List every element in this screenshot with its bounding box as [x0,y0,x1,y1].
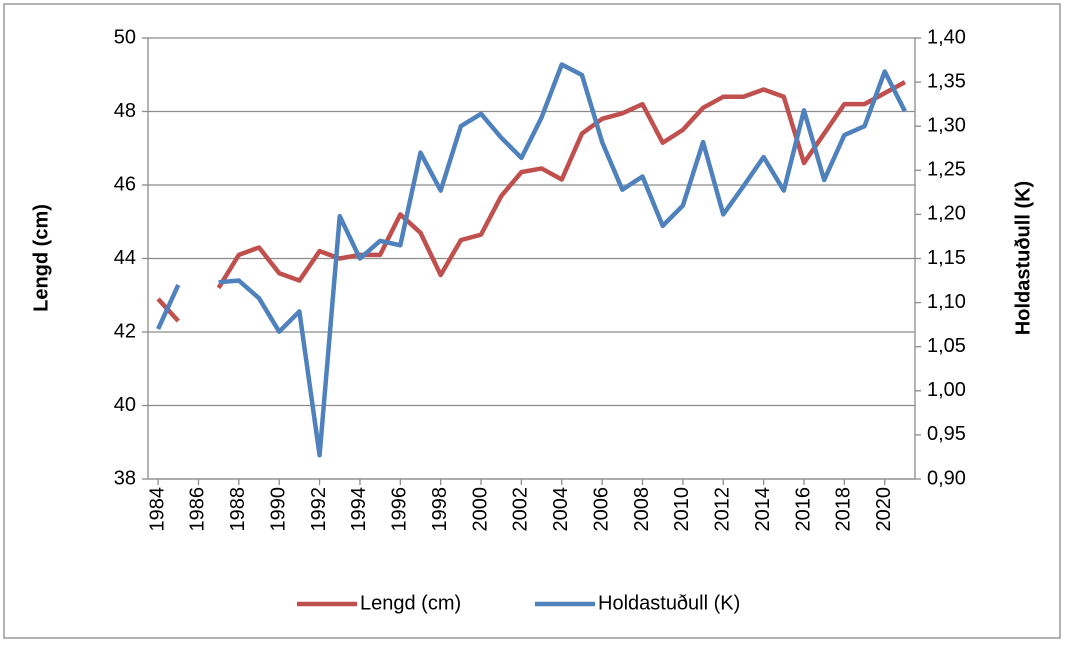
x-tick-label: 1996 [389,487,411,532]
y2-tick-label: 1,40 [927,26,966,48]
y2-tick-label: 1,25 [927,159,966,181]
chart-border [3,3,1061,639]
x-tick-label: 2016 [792,487,814,532]
y2-tick-label: 1,30 [927,114,966,136]
x-tick-label: 2000 [469,487,491,532]
x-tick-label: 1994 [348,487,370,532]
series-line [156,62,907,458]
y2-tick-label: 1,05 [927,335,966,357]
y-tick-label: 48 [114,100,136,122]
x-tick-label: 2010 [671,487,693,532]
legend-label: Holdastuðull (K) [598,592,740,614]
x-tick-label: 2006 [590,487,612,532]
y2-tick-label: 1,15 [927,247,966,269]
x-tick-label: 2008 [631,487,653,532]
y2-tick-label: 1,20 [927,203,966,225]
x-tick-label: 1990 [267,487,289,532]
x-tick-label: 1986 [187,487,209,532]
legend-label: Lengd (cm) [360,592,461,614]
x-tick-label: 1988 [227,487,249,532]
x-tick-label: 2002 [510,487,532,532]
y-tick-label: 38 [114,467,136,489]
y2-tick-label: 0,90 [927,467,966,489]
x-tick-label: 1992 [308,487,330,532]
y2-tick-label: 1,00 [927,379,966,401]
y-tick-label: 42 [114,320,136,342]
y2-tick-label: 0,95 [927,423,966,445]
x-tick-label: 1998 [429,487,451,532]
y2-tick-label: 1,35 [927,70,966,92]
x-tick-label: 2020 [873,487,895,532]
y-tick-label: 46 [114,173,136,195]
x-tick-label: 2014 [752,487,774,532]
y-tick-label: 44 [114,247,136,269]
y-tick-label: 40 [114,394,136,416]
x-tick-label: 2018 [833,487,855,532]
x-tick-label: 2012 [712,487,734,532]
y2-axis-label: Holdastuðull (K) [1012,181,1034,335]
y2-tick-label: 1,10 [927,291,966,313]
y-axis-label: Lengd (cm) [30,204,52,312]
y-tick-label: 50 [114,26,136,48]
x-tick-label: 1984 [146,487,168,532]
x-tick-label: 2004 [550,487,572,532]
